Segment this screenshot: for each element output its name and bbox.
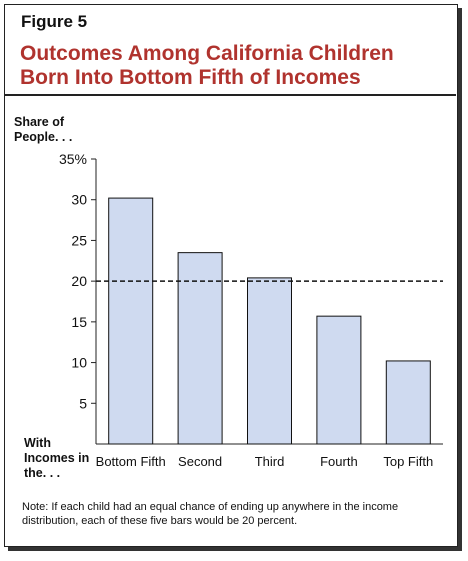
title-divider — [4, 94, 456, 96]
chart-title: Outcomes Among California Children Born … — [20, 42, 394, 89]
x-tick-label: Fourth — [320, 454, 358, 469]
x-tick-label: Bottom Fifth — [96, 454, 166, 469]
y-tick-label: 25 — [71, 232, 87, 248]
bar — [247, 277, 292, 445]
bar — [108, 197, 154, 445]
x-tick-label: Second — [178, 454, 222, 469]
y-tick-label: 35% — [59, 151, 87, 167]
y-axis-label-text: Share of People. . . — [14, 115, 73, 144]
chart-note: Note: If each child had an equal chance … — [22, 501, 399, 527]
y-tick-label: 20 — [71, 273, 87, 289]
y-tick-label: 5 — [79, 395, 87, 411]
x-tick-label: Third — [255, 454, 285, 469]
figure-label: Figure 5 — [21, 12, 88, 31]
y-tick-label: 10 — [71, 355, 87, 371]
y-tick-label: 30 — [71, 192, 87, 208]
bar — [316, 315, 362, 445]
x-axis-label: With Incomes in the. . . — [24, 436, 90, 481]
bar — [385, 360, 431, 445]
y-tick-label: 15 — [71, 314, 87, 330]
bar — [177, 252, 223, 445]
x-axis-label-text: With Incomes in the. . . — [24, 436, 90, 480]
y-axis-label: Share of People. . . — [14, 115, 74, 145]
x-tick-label: Top Fifth — [383, 454, 433, 469]
